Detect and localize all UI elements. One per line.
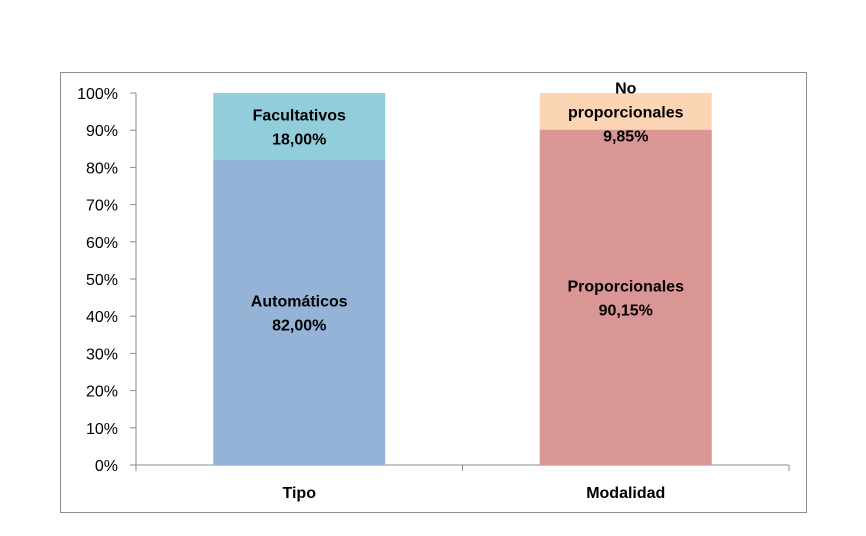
data-label: No: [615, 80, 637, 97]
y-tick-label: 10%: [86, 421, 118, 438]
bar-segment: [213, 159, 386, 465]
y-tick-label: 90%: [86, 123, 118, 140]
data-label: Automáticos: [251, 293, 348, 310]
y-tick-label: 80%: [86, 160, 118, 177]
y-tick-label: 100%: [77, 86, 118, 103]
data-label: 9,85%: [603, 128, 648, 145]
y-tick-label: 20%: [86, 384, 118, 401]
y-tick-label: 40%: [86, 309, 118, 326]
y-tick-label: 30%: [86, 346, 118, 363]
data-label: 90,15%: [599, 302, 653, 319]
data-label: 82,00%: [272, 317, 326, 334]
bar-segment: [213, 93, 386, 160]
data-label: Facultativos: [253, 107, 346, 124]
y-tick-label: 0%: [95, 458, 118, 475]
bar-segment: [539, 129, 712, 465]
y-tick-label: 60%: [86, 235, 118, 252]
bar-segment: [539, 93, 712, 130]
y-tick-label: 70%: [86, 198, 118, 215]
data-label: 18,00%: [272, 131, 326, 148]
x-category-label: Modalidad: [586, 485, 665, 502]
data-label: Proporcionales: [568, 278, 685, 295]
x-category-label: Tipo: [283, 485, 317, 502]
data-label: proporcionales: [568, 104, 684, 121]
y-tick-label: 50%: [86, 272, 118, 289]
